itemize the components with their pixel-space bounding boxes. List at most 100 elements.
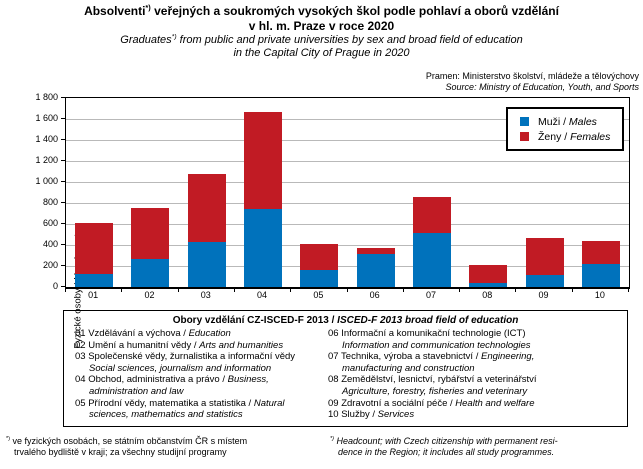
x-tick-label-10: 10: [594, 290, 605, 300]
fields-column-right: 06 Informační a komunikační technologie …: [328, 328, 620, 421]
x-tick-mark-5: [346, 288, 348, 292]
page-subtitle-line1: Graduates*) from public and private univ…: [0, 33, 643, 47]
footnote-line: *) ve fyzických osobách, se státním obča…: [6, 436, 248, 446]
field-entry-05: 05 Přírodní vědy, matematika a statistik…: [75, 398, 325, 421]
field-entry-line: 06 Informační a komunikační technologie …: [328, 328, 526, 339]
field-entry-03: 03 Společenské vědy, žurnalistika a info…: [75, 351, 325, 374]
x-tick-mark-6: [402, 288, 404, 292]
x-tick-mark-4: [290, 288, 292, 292]
field-entry-line: Information and communication technologi…: [342, 339, 531, 351]
x-tick-mark-3: [233, 288, 235, 292]
field-code: 02: [75, 339, 89, 351]
y-tick-label-600: 600: [42, 217, 58, 228]
field-entry-02: 02 Umění a humanitní vědy / Arts and hum…: [75, 340, 325, 352]
footnote-en: *) Headcount; with Czech citizenship wit…: [330, 436, 640, 457]
gridline-1200: [66, 161, 629, 162]
field-entry-line: manufacturing and construction: [342, 362, 475, 374]
bar-06-males: [356, 254, 395, 287]
y-tick-label-1600: 1 600: [35, 112, 58, 123]
x-tick-label-06: 06: [369, 290, 380, 300]
field-entry-line: Social sciences, journalism and informat…: [89, 362, 272, 374]
y-tick-mark-600: [61, 223, 65, 224]
y-tick-mark-0: [61, 286, 65, 287]
bar-01-males: [75, 273, 114, 287]
field-entry-line: sciences, mathematics and statistics: [89, 409, 243, 421]
fields-legend-box: Obory vzdělání CZ-ISCED-F 2013 / ISCED-F…: [63, 310, 628, 427]
x-tick-mark-9: [571, 288, 573, 292]
bar-02-males: [131, 259, 170, 287]
y-tick-label-800: 800: [42, 196, 58, 207]
field-entry-line: 08 Zemědělství, lesnictví, rybářství a v…: [328, 374, 537, 386]
bar-04-females: [244, 111, 283, 210]
bar-05-males: [300, 270, 339, 287]
subtitle-text-post: from public and private universities by …: [176, 34, 523, 46]
plot-area: Fyzické osoby / Headcount Muži / MalesŽe…: [65, 97, 630, 349]
gridline-1600: [66, 119, 629, 120]
x-tick-mark-10: [628, 288, 629, 292]
field-code: 01: [75, 328, 89, 339]
footnote-line: trvalého bydliště v kraji; za všechny st…: [14, 446, 227, 457]
field-entry-line: 05 Přírodní vědy, matematika a statistik…: [75, 397, 285, 409]
title-footnote-marker: *): [145, 3, 151, 12]
y-tick-mark-1200: [61, 160, 65, 161]
y-tick-mark-1000: [61, 181, 65, 182]
title-text-post: veřejných a soukromých vysokých škol pod…: [150, 4, 559, 18]
gridline-200: [66, 266, 629, 267]
field-entry-08: 08 Zemědělství, lesnictví, rybářství a v…: [328, 374, 620, 397]
field-entry-09: 09 Zdravotní a sociální péče / Health an…: [328, 398, 620, 410]
bar-08-males: [469, 282, 508, 287]
y-tick-mark-800: [61, 202, 65, 203]
footnote-line: dence in the Region; it includes all stu…: [338, 446, 555, 457]
footnote-line: *) Headcount; with Czech citizenship wit…: [330, 436, 558, 446]
field-entry-line: 10 Služby / Services: [328, 409, 415, 421]
y-tick-mark-400: [61, 244, 65, 245]
field-entry-line: 01 Vzdělávání a výchova / Education: [75, 328, 231, 339]
legend-swatch-males: [520, 117, 529, 126]
bar-10-males: [581, 263, 620, 287]
x-tick-label-01: 01: [88, 290, 99, 300]
bar-09-females: [525, 237, 564, 276]
field-code: 06: [328, 328, 342, 339]
field-code: 09: [328, 397, 342, 409]
bar-03-females: [187, 173, 226, 242]
x-tick-mark-2: [177, 288, 179, 292]
legend-item-males: Muži / Males: [520, 114, 618, 129]
subtitle-footnote-marker: *): [171, 33, 177, 41]
bar-06-females: [356, 247, 395, 255]
field-entry-line: Agriculture, forestry, fisheries and vet…: [342, 385, 528, 397]
bar-10-females: [581, 240, 620, 264]
y-tick-mark-1400: [61, 139, 65, 140]
y-tick-label-0: 0: [52, 280, 58, 291]
field-code: 04: [75, 374, 89, 386]
fields-column-left: 01 Vzdělávání a výchova / Education 02 Um…: [75, 328, 325, 421]
field-code: 03: [75, 351, 89, 363]
x-tick-mark-1: [121, 288, 123, 292]
bar-07-males: [412, 233, 451, 287]
legend-label: Ženy / Females: [538, 130, 611, 143]
x-tick-mark-0: [65, 288, 66, 292]
y-tick-label-1200: 1 200: [35, 154, 58, 165]
bar-07-females: [412, 197, 451, 234]
page-title-line2: v hl. m. Praze v roce 2020: [248, 19, 395, 33]
field-code: 05: [75, 397, 89, 409]
legend-swatch-females: [520, 132, 529, 141]
title-text-pre: Absolventi: [84, 4, 146, 18]
y-tick-mark-1600: [61, 118, 65, 119]
bar-05-females: [300, 243, 339, 271]
gridline-1400: [66, 140, 629, 141]
y-tick-mark-200: [61, 265, 65, 266]
field-entry-line: 03 Společenské vědy, žurnalistika a info…: [75, 351, 296, 363]
y-tick-label-1800: 1 800: [35, 91, 58, 102]
fields-heading: Obory vzdělání CZ-ISCED-F 2013 / ISCED-F…: [64, 311, 627, 327]
y-tick-mark-1800: [61, 97, 65, 98]
header: Absolventi*) veřejných a soukromých vyso…: [0, 4, 643, 60]
field-entry-01: 01 Vzdělávání a výchova / Education: [75, 328, 325, 340]
y-tick-label-1000: 1 000: [35, 175, 58, 186]
source-line-cz: Pramen: Ministerstvo školství, mládeže a…: [425, 71, 639, 81]
bar-01-females: [75, 223, 114, 274]
legend-label: Muži / Males: [538, 115, 597, 128]
x-tick-label-08: 08: [482, 290, 493, 300]
footnote-marker: *): [330, 436, 335, 442]
legend-item-females: Ženy / Females: [520, 129, 618, 144]
y-tick-label-1400: 1 400: [35, 133, 58, 144]
